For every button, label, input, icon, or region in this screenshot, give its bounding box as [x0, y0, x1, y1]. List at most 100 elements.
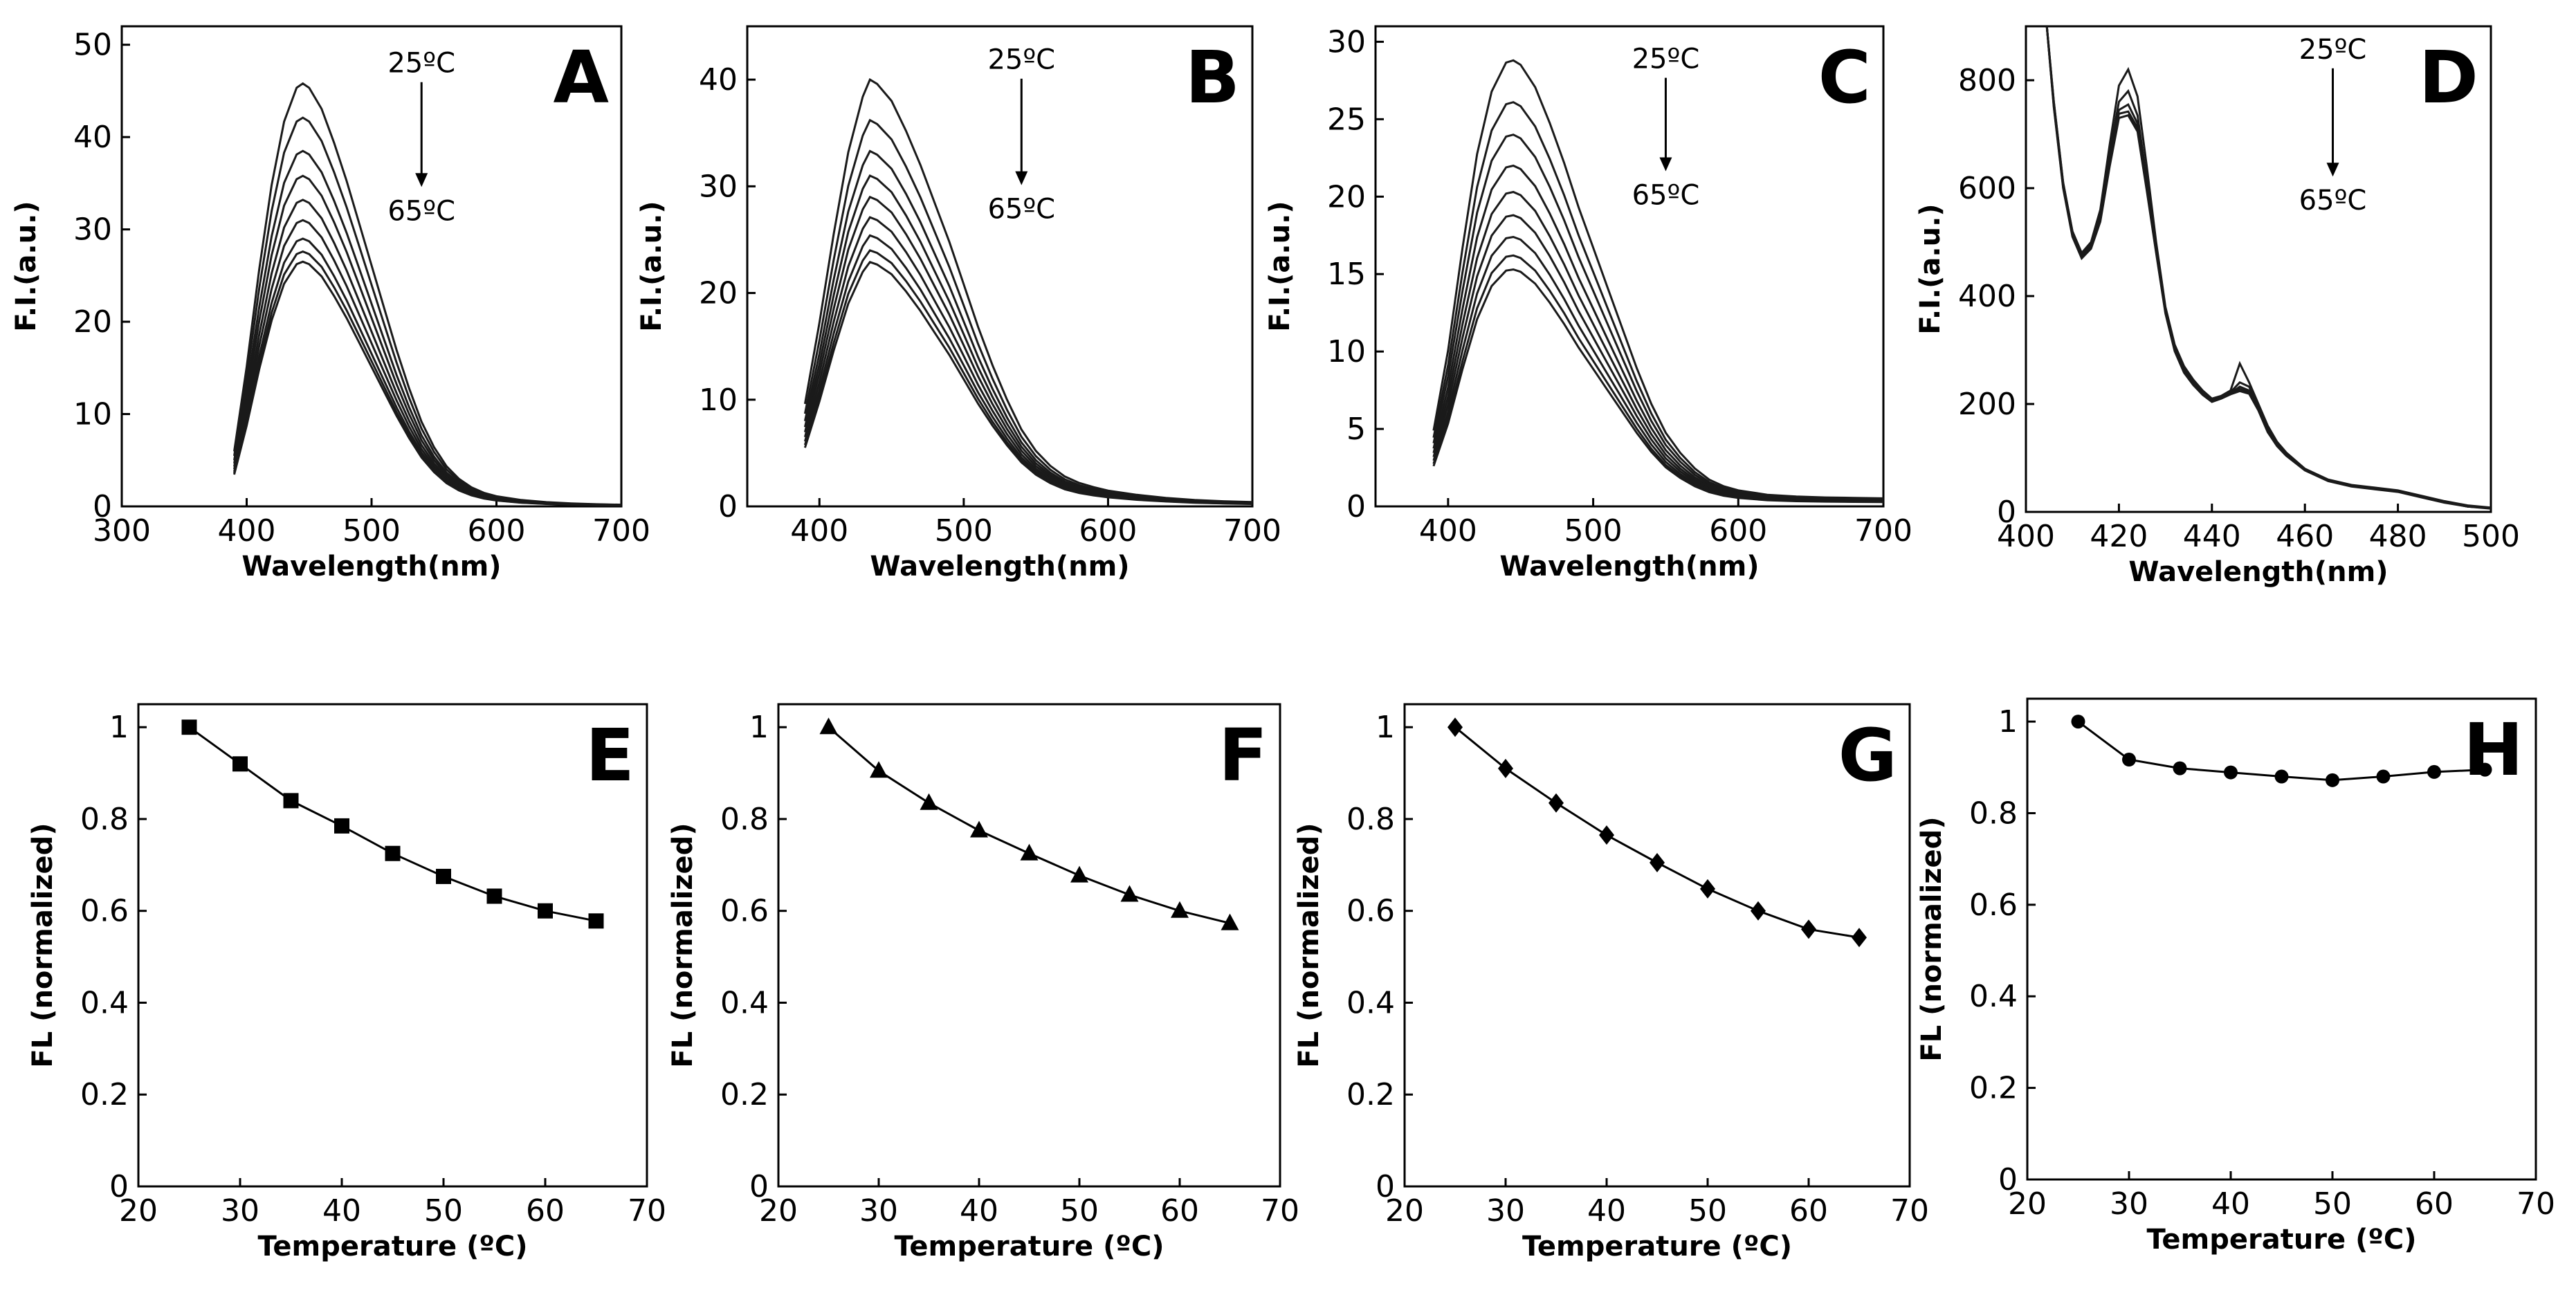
y-tick-label: 0.4: [1969, 979, 2018, 1014]
annotation-arrow-head: [415, 173, 428, 187]
x-tick-label: 480: [2369, 519, 2427, 554]
data-point: [1221, 913, 1239, 930]
x-axis-label: Temperature (ºC): [1522, 1231, 1792, 1262]
y-tick-label: 0.2: [1969, 1071, 2018, 1106]
data-point: [2274, 769, 2289, 784]
annotation-end-temp: 65ºC: [987, 194, 1055, 226]
y-tick-label: 0.6: [80, 894, 129, 929]
y-tick-label: 0.4: [80, 985, 129, 1020]
data-point: [2122, 753, 2136, 767]
x-tick-label: 400: [1997, 519, 2055, 554]
data-point: [2478, 762, 2492, 777]
plot-frame: [137, 703, 648, 1188]
y-tick-label: 0: [1997, 495, 2016, 530]
plot-frame: [1403, 703, 1911, 1188]
panel-label: D: [2419, 35, 2478, 120]
annotation-start-temp: 25ºC: [1632, 43, 1700, 75]
panel-h: 20 30 40 50 60 70 0 0.2 0.4 0.6 0.8 1 Temperature (º…: [1916, 697, 2555, 1256]
series-line: [803, 234, 1252, 505]
x-axis-label: Wavelength(nm): [1499, 551, 1759, 582]
series-line: [1432, 254, 1883, 503]
annotation-arrow-head: [2326, 163, 2339, 177]
plot-frame: [746, 25, 1254, 508]
series-line: [1432, 59, 1883, 499]
plot-area: [188, 726, 596, 922]
annotation-end-temp: 65ºC: [1632, 179, 1700, 211]
x-tick-label: 400: [1419, 513, 1477, 549]
series-line: [803, 216, 1252, 505]
data-point: [2376, 769, 2391, 784]
x-tick-label: 500: [2462, 519, 2520, 554]
x-tick-label: 60: [1789, 1193, 1828, 1229]
annotation-end-temp: 65ºC: [387, 195, 455, 227]
y-tick-label: 10: [1327, 334, 1366, 369]
y-tick-label: 20: [73, 304, 112, 340]
y-tick-label: 0.2: [80, 1077, 129, 1112]
x-tick-label: 40: [1587, 1193, 1626, 1229]
x-tick-label: 60: [1160, 1193, 1199, 1229]
annotation-arrow-head: [1015, 171, 1028, 185]
y-axis-label: F.I.(a.u.): [1915, 203, 1946, 334]
y-tick-label: 15: [1327, 257, 1366, 292]
x-tick-label: 30: [1486, 1193, 1525, 1229]
y-tick-label: 0: [109, 1169, 129, 1204]
series-line: [233, 260, 621, 506]
x-tick-label: 420: [2090, 519, 2148, 554]
plot-area: [803, 77, 1252, 505]
y-tick-label: 0: [93, 489, 112, 524]
series-line: [803, 261, 1252, 505]
y-tick-label: 0.8: [80, 802, 129, 837]
x-tick-label: 40: [2211, 1186, 2250, 1222]
annotation-start-temp: 25ºC: [387, 48, 455, 80]
x-axis-label: Temperature (ºC): [2146, 1224, 2416, 1256]
data-point: [1020, 843, 1039, 861]
x-tick-label: 50: [1688, 1193, 1727, 1229]
x-axis-label: Temperature (ºC): [257, 1231, 527, 1262]
data-point: [1599, 825, 1614, 845]
x-axis-label: Temperature (ºC): [894, 1231, 1164, 1262]
x-tick-label: 70: [1890, 1193, 1929, 1229]
x-tick-label: 40: [960, 1193, 998, 1229]
x-tick-label: 70: [2516, 1186, 2555, 1222]
data-point: [970, 820, 988, 838]
x-tick-label: 600: [1709, 513, 1767, 549]
data-point: [588, 913, 604, 929]
series-line: [803, 249, 1252, 505]
y-tick-label: 30: [73, 212, 112, 248]
annotation-start-temp: 25ºC: [2299, 34, 2367, 66]
y-tick-label: 0.4: [720, 985, 769, 1020]
y-tick-label: 0.8: [1346, 802, 1395, 837]
panel-label: E: [585, 713, 634, 798]
plot-frame: [777, 703, 1281, 1188]
panel-d: 400 420 440 460 480 500 0 200 400 600 800 Wavelengt…: [1915, 25, 2520, 588]
x-tick-label: 700: [592, 513, 650, 549]
data-point: [436, 868, 451, 884]
y-tick-label: 0: [1998, 1162, 2018, 1197]
series-line: [2045, 26, 2491, 510]
panel-g: 20 30 40 50 60 70 0 0.2 0.4 0.6 0.8 1 Temperature (º…: [1293, 703, 1929, 1262]
panel-label: G: [1838, 713, 1897, 798]
series-line: [1454, 726, 1860, 939]
x-tick-label: 60: [2415, 1186, 2454, 1222]
panel-label: C: [1818, 35, 1871, 120]
data-point: [870, 761, 888, 778]
data-point: [2224, 765, 2238, 780]
x-tick-label: 60: [526, 1193, 565, 1229]
y-tick-label: 0: [1376, 1169, 1395, 1204]
plot-frame: [1374, 25, 1885, 508]
y-tick-label: 1: [1998, 704, 2018, 740]
y-tick-label: 1: [749, 710, 769, 745]
x-tick-label: 700: [1854, 513, 1912, 549]
y-tick-label: 600: [1958, 171, 2016, 206]
series-line: [188, 726, 596, 922]
data-point: [385, 845, 401, 861]
y-tick-label: 0.6: [1969, 888, 2018, 923]
data-point: [2071, 715, 2085, 729]
y-axis-label: F.I.(a.u.): [636, 201, 668, 331]
x-tick-label: 40: [322, 1193, 361, 1229]
y-tick-label: 30: [1327, 24, 1366, 59]
y-tick-label: 0: [1346, 489, 1366, 524]
panel-e: 20 30 40 50 60 70 0 0.2 0.4 0.6 0.8 1 Temperature (º…: [27, 703, 666, 1262]
series-line: [803, 77, 1252, 504]
x-tick-label: 600: [1079, 513, 1137, 549]
